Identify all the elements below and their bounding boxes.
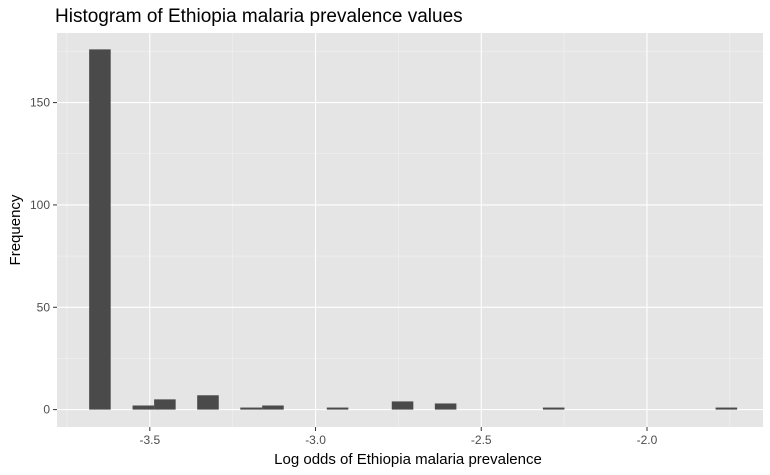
plot-panel [57, 33, 763, 427]
y-axis: 0 50 100 150 [30, 96, 57, 417]
grid-minor [57, 33, 763, 427]
x-tick-label: -2.0 [637, 433, 658, 447]
histogram-bars [89, 49, 738, 410]
histogram-bar [542, 407, 565, 410]
y-axis-title: Frequency [7, 194, 24, 265]
y-tick-label: 50 [37, 300, 51, 314]
histogram-bar [154, 399, 176, 410]
y-tick-label: 150 [30, 96, 50, 110]
histogram-bar [132, 405, 155, 410]
chart-title: Histogram of Ethiopia malaria prevalence… [55, 6, 463, 27]
y-tick-label: 100 [30, 198, 50, 212]
histogram-bar [262, 405, 284, 410]
histogram-bar [434, 403, 457, 410]
histogram-bar [326, 407, 349, 410]
x-axis-title: Log odds of Ethiopia malaria prevalence [274, 451, 542, 468]
histogram-bar [391, 401, 414, 410]
x-tick-label: -3.5 [139, 433, 160, 447]
x-axis: -3.5 -3.0 -2.5 -2.0 [139, 427, 658, 447]
x-tick-label: -3.0 [305, 433, 326, 447]
y-tick-label: 0 [43, 403, 50, 417]
histogram-bar [715, 407, 738, 410]
histogram-bar [89, 49, 111, 410]
histogram-bar [197, 395, 219, 410]
x-tick-label: -2.5 [471, 433, 492, 447]
histogram-bar [240, 407, 263, 410]
